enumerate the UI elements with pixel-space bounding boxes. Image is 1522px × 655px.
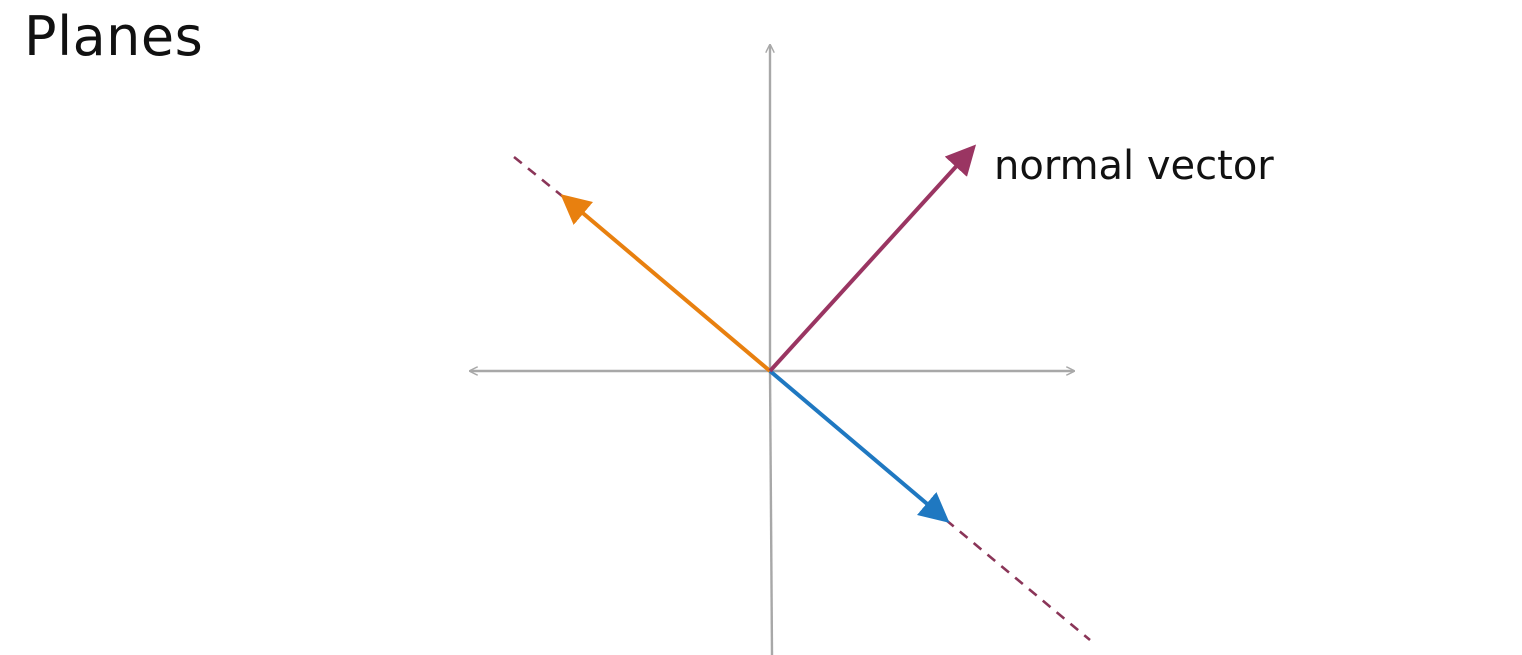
- plane-line-dashed-lower: [945, 519, 1091, 641]
- axes: [470, 45, 1074, 655]
- page-title: Planes: [24, 5, 204, 68]
- blue-vector: [768, 369, 950, 523]
- y-axis-negative: [768, 370, 774, 655]
- orange-vector: [560, 194, 772, 373]
- normal-vector-label: normal vector: [994, 143, 1274, 189]
- plane-line-dashed-upper: [513, 155, 573, 206]
- normal-vector-arrow: [768, 144, 977, 373]
